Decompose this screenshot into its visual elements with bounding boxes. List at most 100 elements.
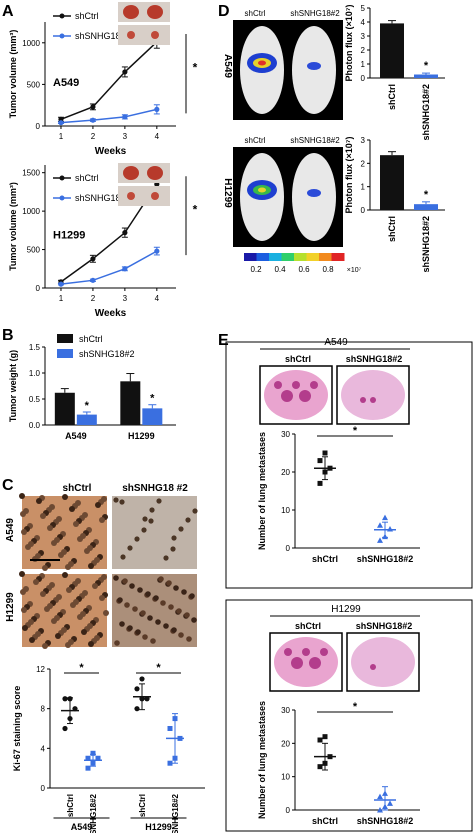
d-a549-chart-ytick-label-1: 1 <box>361 60 366 69</box>
a-h1299-xtick-label-3: 4 <box>155 294 160 303</box>
e-h1299-met-ctrl-4 <box>320 648 328 656</box>
c-ihc-a549-ctrl-nucleus-45 <box>69 506 75 512</box>
d-colorbar-seg-2 <box>269 253 282 261</box>
d-colorbar-tick-2: 0.6 <box>298 265 310 274</box>
d-h1299-chart-ytick-label-0: 0 <box>361 206 366 215</box>
d-h1299-chart-sig: * <box>424 189 429 201</box>
e-h1299-chart-ytick-label-1: 10 <box>281 773 290 782</box>
d-colorbar-seg-6 <box>319 253 332 261</box>
b-ytick-label-2: 1.0 <box>29 369 41 378</box>
c-ihc-h1299-kd-nucleus-28 <box>181 589 187 595</box>
e-a549-met-ctrl-4 <box>310 381 318 389</box>
c-ihc-h1299-kd-nucleus-24 <box>137 587 143 593</box>
a-h1299-point-1-0 <box>58 281 64 287</box>
a-a549-point-1-3 <box>154 106 160 112</box>
c-ihc-h1299-ctrl-nucleus-69 <box>22 625 28 631</box>
c-ihc-h1299-kd-nucleus-33 <box>176 608 182 614</box>
e-a549-chart-xtick-label-1: shSNHG18#2 <box>357 554 414 564</box>
c-ihc-a549-kd-nucleus-11 <box>192 508 198 514</box>
c-ihc-a549-ctrl-nucleus-57 <box>88 563 94 569</box>
c-ihc-h1299-kd-nucleus-37 <box>140 610 146 616</box>
c-ihc-h1299-kd-nucleus-21 <box>124 602 130 608</box>
c-ihc-h1299-kd-bg <box>112 574 197 647</box>
c-ihc-h1299-ctrl-nucleus-68 <box>70 602 76 608</box>
c-ihc-h1299-ctrl-nucleus-19 <box>42 643 48 649</box>
c-ihc-h1299-kd-nucleus-0 <box>113 575 119 581</box>
e-a549-met-ctrl-3 <box>299 390 311 402</box>
c-ihc-h1299-kd-nucleus-39 <box>122 578 128 584</box>
c-ihc-a549-kd-nucleus-4 <box>149 507 155 513</box>
b-sig-1: * <box>150 393 155 405</box>
c-ihc-h1299-kd-nucleus-15 <box>178 632 184 638</box>
a-h1299-tumor-ctrl-2 <box>147 166 163 180</box>
a-a549-xtick-label-1: 2 <box>91 132 96 141</box>
a-a549-point-0-2 <box>122 69 128 75</box>
d-h1299-row-label: H1299 <box>222 178 233 208</box>
c-point-0-3 <box>62 696 68 702</box>
d-h1299-chart-xtick-label-0: shCtrl <box>387 216 397 242</box>
b-ytick-label-1: 0.5 <box>29 395 41 404</box>
d-colorbar-unit: ×10⁷ <box>347 267 362 274</box>
e-h1299-chart-point-0-4 <box>322 734 328 740</box>
c-ihc-a549-kd-nucleus-7 <box>156 498 162 504</box>
a-a549-series-line-0 <box>60 41 158 121</box>
c-ihc-h1299-kd-nucleus-26 <box>119 621 125 627</box>
a-a549-series-line-1 <box>60 108 158 124</box>
c-ihc-h1299-ctrl-nucleus-61 <box>66 587 72 593</box>
c-ihc-h1299-kd-nucleus-43 <box>166 580 172 586</box>
a-h1299-point-1-2 <box>122 266 128 272</box>
c-ihc-h1299-kd-nucleus-32 <box>145 591 151 597</box>
e-a549-chart-ytick-label-2: 20 <box>281 468 290 477</box>
c-ihc-h1299-kd-nucleus-36 <box>189 593 195 599</box>
e-h1299-title: H1299 <box>331 604 361 615</box>
d-colorbar-seg-7 <box>331 253 345 261</box>
a-a549-ytick-label-2: 1000 <box>22 39 40 48</box>
a-a549-point-0-1 <box>90 104 96 110</box>
a-a549-tumor-ctrl-1 <box>123 5 139 19</box>
a-h1299-legend-0-swatch-dot <box>59 175 65 181</box>
d-a549-signal-ctrl-core <box>258 60 266 66</box>
c-xtick-label-0: shCtrl <box>66 794 75 817</box>
d-a549-chart-ytick-label-3: 3 <box>361 32 366 41</box>
d-h1299-signal-kd <box>307 189 321 197</box>
a-h1299-point-0-1 <box>90 256 96 262</box>
a-a549-sig: * <box>193 61 198 75</box>
e-a549-chart-point-1-4 <box>382 514 388 521</box>
c-ihc-a549-ctrl-nucleus-46 <box>21 529 27 535</box>
e-a549-chart-ytick-label-1: 10 <box>281 506 290 515</box>
e-h1299-chart-xtick-label-1: shSNHG18#2 <box>357 816 414 826</box>
c-sig-1: * <box>156 662 161 674</box>
c-ihc-a549-kd-nucleus-2 <box>171 535 177 541</box>
b-bar-0-0 <box>54 392 75 425</box>
e-a549-chart-ytick-label-3: 30 <box>281 430 290 439</box>
d-h1299-chart-ytick-label-3: 3 <box>361 136 366 145</box>
a-h1299-xlabel: Weeks <box>95 308 127 319</box>
c-point-2-4 <box>139 676 145 682</box>
c-ihc-h1299-kd-nucleus-41 <box>184 612 190 618</box>
d-h1299-chart-bar-0 <box>380 155 404 210</box>
e-a549-met-ctrl-0 <box>274 381 282 389</box>
a-a549-point-1-1 <box>90 117 96 123</box>
c-ihc-h1299-kd-nucleus-44 <box>117 597 123 603</box>
a-h1299-legend-1-label: shSNHG18#2 <box>75 193 131 203</box>
b-xtick-label-0: A549 <box>65 431 87 441</box>
d-colorbar-tick-1: 0.4 <box>274 265 286 274</box>
c-point-1-0 <box>85 765 91 771</box>
a-h1299-ytick-label-3: 1500 <box>22 169 40 178</box>
a-a549-ytick-label-0: 0 <box>36 122 41 131</box>
a-a549-legend-0-label: shCtrl <box>75 11 99 21</box>
c-ihc-h1299-ctrl-nucleus-59 <box>77 614 83 620</box>
c-ihc-a549-kd-nucleus-3 <box>120 554 126 560</box>
d-a549-chart-xtick-label-0: shCtrl <box>387 84 397 110</box>
e-a549-chart-sig: * <box>353 425 358 437</box>
c-ytick-label-1: 4 <box>41 744 46 753</box>
c-point-1-2 <box>95 755 101 761</box>
c-point-2-0 <box>134 706 140 712</box>
d-a549-chart-ytick-label-5: 5 <box>361 4 366 13</box>
panel-label-b: B <box>2 327 14 344</box>
c-ihc-h1299-kd-nucleus-35 <box>158 576 164 582</box>
c-ihc-h1299-ctrl-nucleus-66 <box>81 629 87 635</box>
d-colorbar-seg-3 <box>281 253 295 261</box>
c-ihc-a549-kd-bg <box>112 496 197 569</box>
d-a549-chart-xtick-label-1: shSNHG18#2 <box>421 84 431 141</box>
